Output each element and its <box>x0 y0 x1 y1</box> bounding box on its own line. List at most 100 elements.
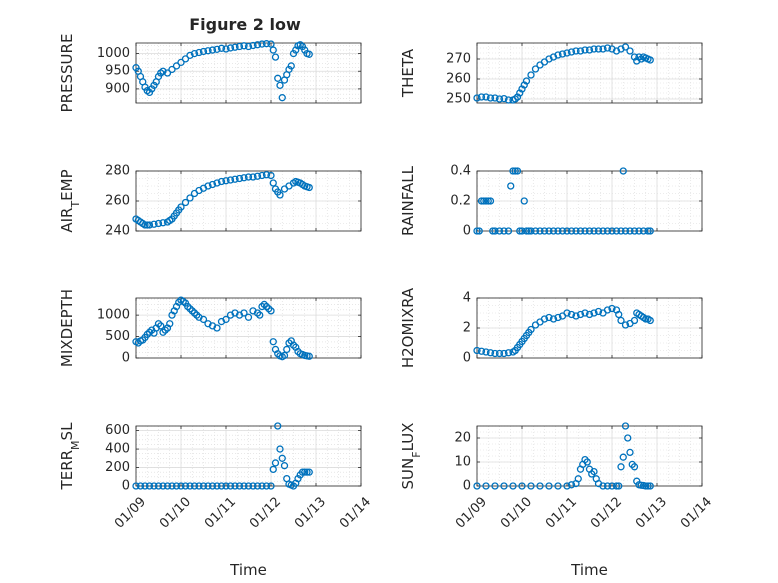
data-point <box>525 227 533 235</box>
data-point <box>603 44 612 52</box>
y-tick-label: 240 <box>105 224 130 239</box>
data-point <box>157 322 165 330</box>
y-axis-label-part: SUN <box>399 458 417 490</box>
subplot-mixdepth: 0 500 1000 MIXDEPTH <box>58 289 362 367</box>
data-point <box>269 46 277 54</box>
data-point <box>642 482 650 490</box>
data-point <box>186 194 194 202</box>
data-point <box>608 227 616 235</box>
data-point <box>621 321 630 329</box>
x-axis-label: Time <box>570 561 608 579</box>
data-point <box>184 302 192 311</box>
y-tick-label: 1000 <box>97 46 130 61</box>
data-point <box>644 227 652 235</box>
data-point <box>199 315 208 324</box>
data-point <box>518 482 526 490</box>
data-point <box>527 325 535 334</box>
data-point <box>590 45 598 53</box>
data-point <box>276 445 284 453</box>
data-point <box>159 328 167 336</box>
data-point <box>576 47 585 55</box>
axes-box <box>476 42 703 104</box>
data-point <box>572 47 580 55</box>
axes-box <box>135 425 362 487</box>
data-point <box>244 482 253 490</box>
data-point <box>231 482 239 490</box>
data-point <box>177 58 185 67</box>
subplot-rainfall: 0 0.2 0.4 RAINFALL <box>399 164 703 239</box>
data-point <box>603 482 612 490</box>
data-point <box>563 309 571 317</box>
data-point <box>581 309 589 317</box>
data-point <box>145 482 154 490</box>
y-tick-label: 900 <box>105 81 130 96</box>
data-point <box>186 305 194 313</box>
data-point <box>154 320 163 328</box>
data-point <box>486 349 495 357</box>
data-point <box>190 49 199 58</box>
data-point <box>572 227 580 235</box>
y-tick-label: 0.2 <box>450 194 471 209</box>
subplot-air-temp: 240 260 280 AIRTEMP <box>58 164 362 239</box>
data-point <box>477 197 486 205</box>
data-point <box>646 482 654 490</box>
axes-box <box>135 297 362 359</box>
data-point <box>599 45 607 53</box>
data-point <box>267 307 275 315</box>
data-point <box>159 219 167 227</box>
data-point <box>222 315 230 324</box>
y-tick-label: 950 <box>105 64 130 79</box>
y-axis-label-part: RAINFALL <box>399 165 417 236</box>
data-point <box>136 482 145 490</box>
data-point <box>186 51 194 60</box>
y-axis-label-part: LUX <box>399 423 417 452</box>
data-point <box>213 45 221 54</box>
data-point <box>527 482 535 490</box>
data-point <box>473 482 481 490</box>
data-point <box>545 482 553 490</box>
data-point <box>143 330 151 339</box>
data-point <box>594 45 603 53</box>
data-point <box>480 197 488 205</box>
data-point <box>531 65 540 73</box>
y-tick-label: 0 <box>463 479 471 494</box>
y-axis-label-part: MIXDEPTH <box>58 289 76 367</box>
data-point <box>540 315 549 323</box>
data-point <box>208 180 217 189</box>
data-point <box>491 94 499 102</box>
data-point <box>536 227 544 235</box>
y-tick-label: 260 <box>446 72 471 87</box>
data-point <box>204 47 212 55</box>
data-point <box>635 227 643 235</box>
data-point <box>621 227 630 235</box>
data-point <box>258 171 266 180</box>
data-point <box>269 465 277 474</box>
data-point <box>581 227 589 235</box>
data-point <box>208 46 217 54</box>
data-point <box>646 56 654 64</box>
data-point <box>554 227 562 235</box>
data-point <box>132 482 140 490</box>
data-point <box>244 313 253 321</box>
data-point <box>590 467 598 476</box>
data-point <box>145 221 154 229</box>
data-point <box>226 482 235 490</box>
data-point <box>159 482 167 490</box>
data-point <box>489 227 497 235</box>
y-tick-label: 600 <box>105 423 130 438</box>
data-point <box>305 183 313 192</box>
data-point <box>475 227 483 235</box>
y-axis-label-part: H2OMIXRA <box>399 287 417 368</box>
y-tick-label: 20 <box>454 431 471 446</box>
data-point <box>208 482 217 490</box>
data-point <box>161 326 169 334</box>
data-point <box>572 312 580 320</box>
y-axis-label: SUNFLUX <box>399 423 423 490</box>
data-point <box>204 482 212 490</box>
data-point <box>630 316 639 325</box>
y-tick-label: 250 <box>446 92 471 107</box>
data-point <box>213 324 221 332</box>
data-point <box>531 227 540 235</box>
data-point <box>500 94 508 103</box>
data-point <box>190 482 199 490</box>
